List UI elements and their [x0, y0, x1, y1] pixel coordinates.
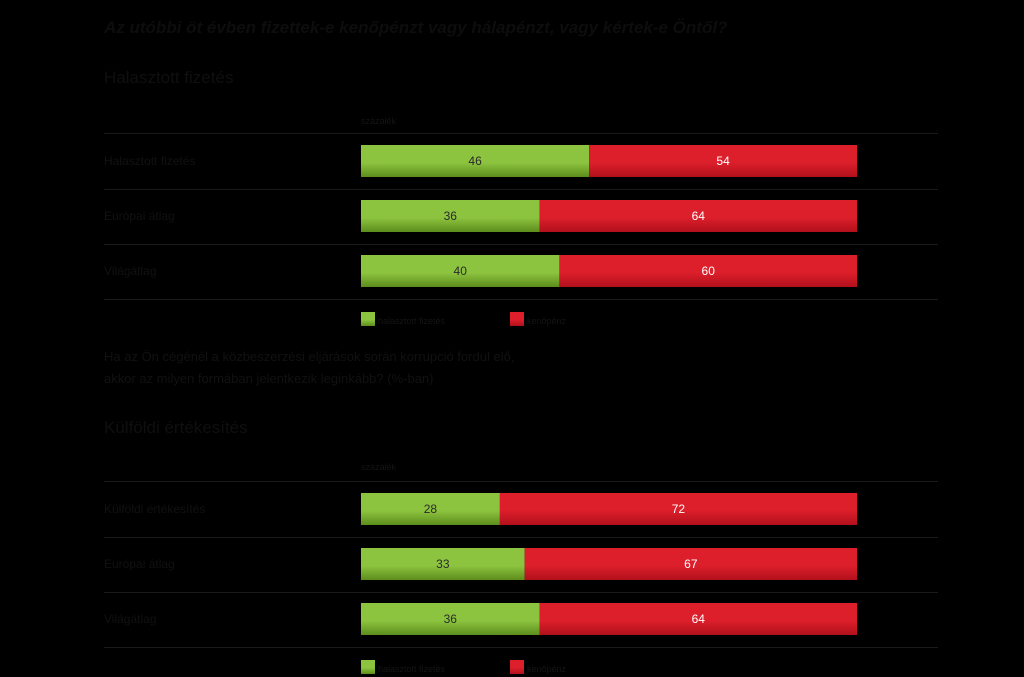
panel-2-unit-label: százalék [361, 462, 397, 472]
panel-1-bar-2-red [539, 200, 857, 232]
panel-2-data-label-3-green: 36 [444, 612, 458, 626]
panel-1-legend-swatch-green [361, 312, 375, 326]
panel-2-bar-3-green [361, 603, 540, 635]
panel-2-legend-swatch-green [361, 660, 375, 674]
panel-1-category-label: Európai átlag [104, 209, 175, 223]
panel-1-data-label-3-red: 60 [702, 264, 716, 278]
panel-1-data-label-2-green: 36 [444, 209, 458, 223]
panel-1-legend-label-green: halasztott fizetés [378, 316, 446, 326]
panel-2-category-label: Európai átlag [104, 557, 175, 571]
panel-1-bar-1-green [361, 145, 590, 177]
panel-2-legend-swatch-red [510, 660, 524, 674]
panel-2-bar-1-green [361, 493, 500, 525]
panel-1-bar-3-red [559, 255, 857, 287]
panel-1-legend-label-red: kenőpénz [527, 316, 567, 326]
panel-1-data-label-1-red: 54 [716, 154, 730, 168]
panel-1-legend-swatch-red [510, 312, 524, 326]
panel-2-title: Külföldi értékesítés [104, 418, 248, 437]
panel-2-data-label-2-red: 67 [684, 557, 698, 571]
panel-1-category-label: Világátlag [104, 264, 157, 278]
panel-2-bar-2-green [361, 548, 525, 580]
panel-1-bar-2-green [361, 200, 540, 232]
panel-note-line-2: akkor az milyen formában jelentkezik leg… [104, 371, 434, 386]
panel-1-data-label-3-green: 40 [454, 264, 468, 278]
panel-note-line-1: Ha az Ön cégénél a közbeszerzési eljárás… [104, 349, 515, 364]
panel-2-bar-3-red [539, 603, 857, 635]
panel-2-category-label: Külföldi értékesítés [104, 502, 205, 516]
panel-2-bar-1-red [499, 493, 857, 525]
panel-1-data-label-2-red: 64 [692, 209, 706, 223]
panel-2-data-label-3-red: 64 [692, 612, 706, 626]
panel-2-legend-label-green: halasztott fizetés [378, 664, 446, 674]
panel-1-category-label: Halasztott fizetés [104, 154, 195, 168]
chart-main-title: Az utóbbi öt évben fizettek-e kenőpénzt … [104, 18, 728, 37]
panel-2-data-label-2-green: 33 [436, 557, 450, 571]
panel-2-data-label-1-green: 28 [424, 502, 438, 516]
panel-2-category-label: Világátlag [104, 612, 157, 626]
panel-1-data-label-1-green: 46 [468, 154, 482, 168]
panel-2-bar-2-red [524, 548, 857, 580]
panel-1-bar-1-red [589, 145, 857, 177]
panel-1-unit-label: százalék [361, 116, 397, 126]
panel-1-bar-3-green [361, 255, 560, 287]
panel-1-title: Halasztott fizetés [104, 68, 234, 87]
panel-2-legend-label-red: kenőpénz [527, 664, 567, 674]
panel-2-data-label-1-red: 72 [672, 502, 686, 516]
